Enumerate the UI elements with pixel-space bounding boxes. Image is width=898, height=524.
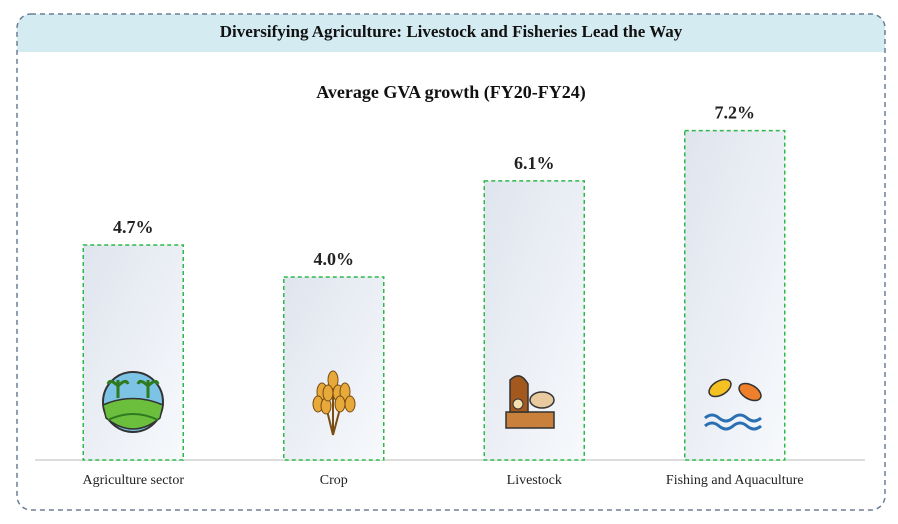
icon-crop <box>312 370 356 436</box>
bar <box>684 129 786 461</box>
icon-livestock <box>505 375 555 429</box>
x-tick-label: Agriculture sector <box>83 473 185 488</box>
header-title: Diversifying Agriculture: Livestock and … <box>220 22 683 41</box>
x-tick-label: Crop <box>320 473 348 488</box>
header-band <box>17 14 885 52</box>
value-label: 4.0% <box>314 249 355 269</box>
bars: 4.7% Agriculture sector 4.0% Crop 6.1% Livest… <box>82 103 804 488</box>
icon-fisheries <box>704 378 762 431</box>
chart-title: Average GVA growth (FY20-FY24) <box>316 82 585 103</box>
x-tick-label: Fishing and Aquaculture <box>666 473 804 488</box>
value-label: 6.1% <box>514 153 555 173</box>
x-tick-label: Livestock <box>507 473 562 488</box>
value-label: 7.2% <box>715 103 756 123</box>
value-label: 4.7% <box>113 217 154 237</box>
icon-agriculture <box>102 371 164 433</box>
